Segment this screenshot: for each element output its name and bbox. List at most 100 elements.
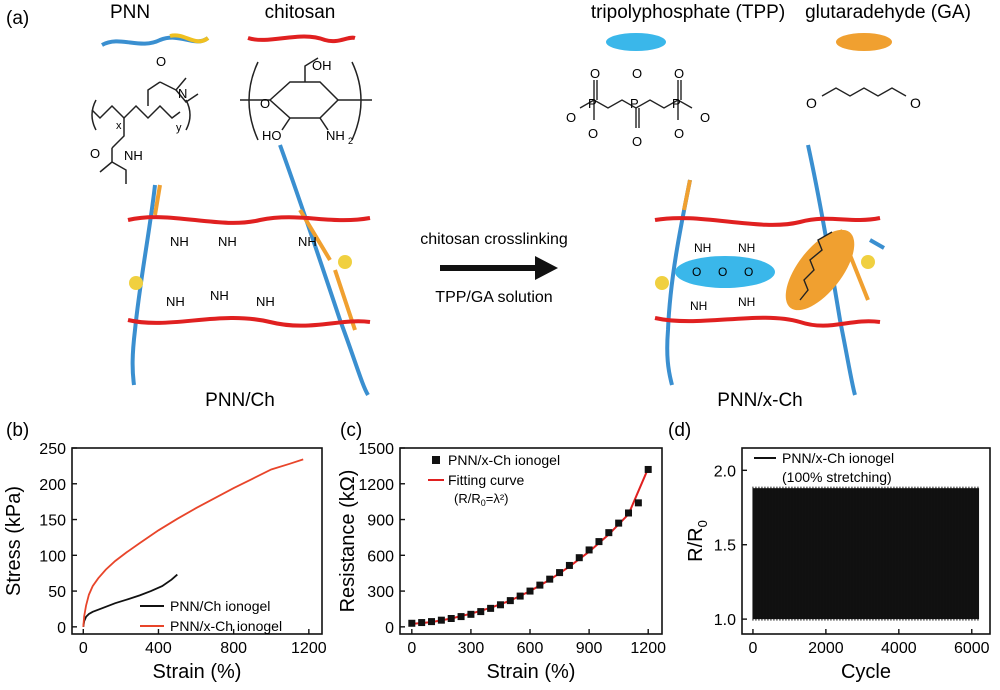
left-nh2-2: NH: [218, 234, 237, 249]
y-tick-label: 250: [39, 441, 66, 458]
chitosan-structure: [240, 57, 372, 141]
ga-label: glutaradehyde (GA): [805, 2, 971, 23]
ga-o-left: O: [806, 95, 817, 111]
data-point: [428, 618, 436, 626]
y-axis-label: R/R0: [685, 520, 710, 562]
pnn-strand-yellow-icon: [169, 33, 210, 44]
plot-frame: [741, 447, 991, 635]
fitting-curve: [411, 467, 650, 625]
chart-b: 0 400 800 1200 0 50 100 150 200 250 Strain (%) Stre…: [3, 441, 327, 683]
legend-label: PNN/x-Ch ionogel: [448, 452, 560, 468]
x-tick-label: 800: [220, 640, 247, 657]
legend-label: PNN/x-Ch ionogel: [170, 618, 282, 634]
legend-label: PNN/x-Ch ionogel: [782, 450, 894, 466]
y-tick-label: 200: [39, 477, 66, 494]
left-nh2-6: NH: [256, 294, 275, 309]
data-point: [477, 608, 485, 616]
x-tick-label: 2000: [808, 640, 844, 657]
cycling-band: [752, 488, 980, 620]
panel-c-label: (c): [340, 420, 362, 441]
right-nh3-2: NH: [738, 241, 755, 255]
pnn-y-sub: y: [176, 122, 182, 134]
data-point: [556, 569, 564, 577]
x-tick-label: 6000: [954, 640, 990, 657]
formula-tail: =λ²): [486, 491, 509, 506]
ga-ellipse-icon: [836, 33, 892, 51]
data-point: [565, 561, 573, 569]
panel-a-label: (a): [6, 8, 29, 29]
y-tick-label: 300: [367, 584, 394, 601]
y-tick-label: 1.5: [714, 538, 736, 555]
data-point: [595, 538, 603, 546]
right-network: [654, 144, 885, 396]
right-nh3-4: NH: [738, 295, 755, 309]
x-tick-label: 400: [145, 640, 172, 657]
data-point: [496, 601, 504, 609]
x-tick-label: 1200: [291, 640, 327, 657]
series-line-1: [82, 573, 178, 627]
tpp-p2: P: [630, 96, 639, 111]
data-point: [418, 619, 426, 627]
data-point: [526, 587, 534, 595]
x-axis-label: Cycle: [841, 661, 891, 683]
data-point: [546, 575, 554, 583]
pnn-o-bottom: O: [90, 146, 100, 161]
y-axis-label-sub: 0: [695, 520, 710, 527]
tpp-o1: O: [590, 66, 600, 81]
legend-formula: (R/R0=λ²): [454, 491, 508, 508]
x-tick-label: 300: [458, 640, 485, 657]
formula-sub: 0: [481, 498, 486, 508]
chart-d: 0 2000 4000 6000 1.0 1.5 2.0 Cycle R/R0 PNN/x-Ch …: [685, 447, 991, 683]
x-tick-label: 0: [748, 640, 757, 657]
x-tick-label: 900: [576, 640, 603, 657]
y-tick-label: 50: [48, 584, 66, 601]
tpp-p3: P: [672, 96, 681, 111]
chitosan-nh2-sub: 2: [348, 136, 353, 146]
pnn-x-sub: x: [116, 120, 122, 132]
y-tick-label: 1200: [358, 477, 394, 494]
pnn-structure: [91, 77, 199, 184]
legend-label: PNN/Ch ionogel: [170, 598, 270, 614]
pnn-label: PNN: [110, 2, 150, 23]
left-nh2-4: NH: [166, 294, 185, 309]
right-o-2: O: [718, 265, 727, 279]
x-axis-label: Strain (%): [487, 661, 576, 683]
left-nh2-1: NH: [170, 234, 189, 249]
chitosan-oh: OH: [312, 58, 332, 73]
chitosan-nh2: NH: [326, 128, 345, 143]
chitosan-strand-icon: [247, 34, 356, 44]
data-point: [437, 616, 445, 624]
tpp-structure: [579, 80, 693, 128]
y-tick-label: 1500: [358, 441, 394, 458]
data-point: [506, 597, 514, 605]
ga-o-right: O: [910, 95, 921, 111]
y-tick-label: 0: [385, 620, 394, 637]
plot-frame: [399, 447, 663, 635]
legend-note: (100% stretching): [782, 469, 892, 485]
x-tick-label: 0: [407, 640, 416, 657]
tpp-o3: O: [674, 66, 684, 81]
x-tick-label: 1200: [630, 640, 666, 657]
tpp-o6: O: [588, 126, 598, 141]
y-tick-label: 1.0: [714, 612, 736, 629]
panel-a: (a) PNN chitosan O N O NH x y: [6, 2, 971, 411]
right-o-1: O: [692, 265, 701, 279]
x-axis-label: Strain (%): [153, 661, 242, 683]
arrow-top-label: chitosan crosslinking: [420, 231, 568, 248]
y-tick-label: 900: [367, 513, 394, 530]
legend-label: Fitting curve: [448, 472, 524, 488]
data-point: [644, 465, 652, 473]
y-tick-label: 100: [39, 548, 66, 565]
data-point: [575, 554, 583, 562]
right-o-3: O: [744, 265, 753, 279]
left-network: [127, 144, 371, 397]
data-point: [605, 529, 613, 537]
panel-d-label: (d): [668, 420, 691, 441]
data-point: [516, 592, 524, 600]
tpp-p1: P: [588, 96, 597, 111]
tpp-o8: O: [674, 126, 684, 141]
tpp-o7: O: [632, 134, 642, 149]
arrow-bottom-label: TPP/GA solution: [435, 289, 552, 306]
data-point: [487, 604, 495, 612]
